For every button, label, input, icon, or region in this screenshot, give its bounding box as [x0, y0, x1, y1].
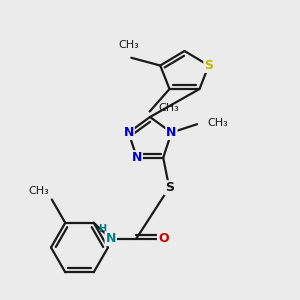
Text: CH₃: CH₃: [159, 103, 179, 113]
Text: N: N: [106, 232, 116, 245]
Text: S: S: [165, 181, 174, 194]
Text: O: O: [158, 232, 169, 245]
Text: N: N: [123, 126, 134, 139]
Text: S: S: [204, 59, 213, 72]
Text: CH₃: CH₃: [28, 186, 49, 197]
Text: N: N: [132, 151, 142, 164]
Text: CH₃: CH₃: [208, 118, 228, 128]
Text: CH₃: CH₃: [118, 40, 139, 50]
Text: H: H: [98, 224, 106, 234]
Text: N: N: [166, 126, 177, 139]
